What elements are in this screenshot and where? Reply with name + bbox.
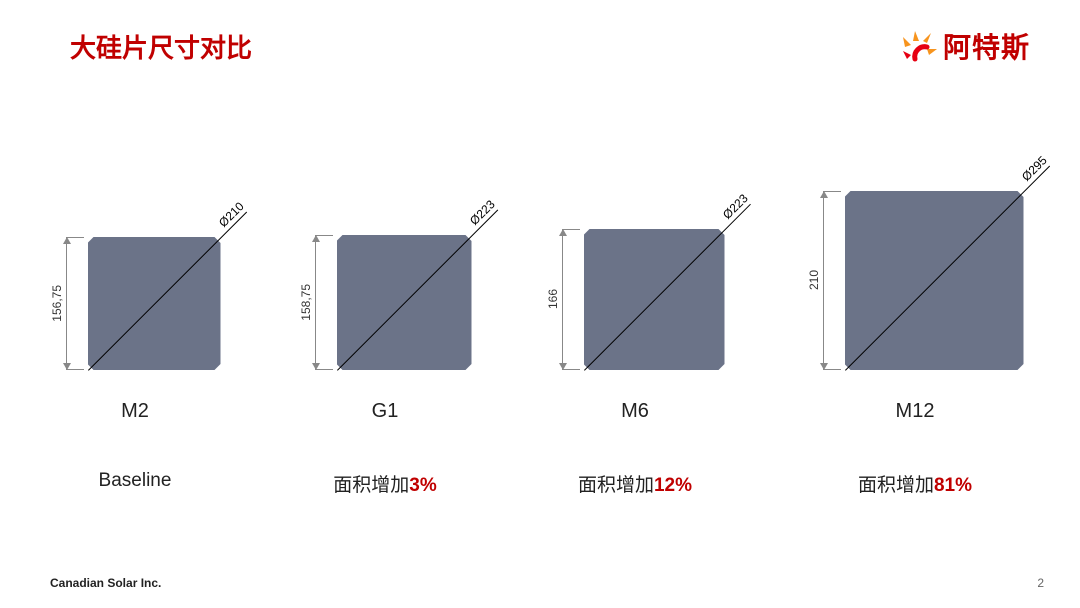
wafer-name-row: M2 G1 M6 M12 xyxy=(0,400,1080,423)
wafer-cell: 166 Ø223 xyxy=(535,229,735,370)
brand-name: 阿特斯 xyxy=(943,26,1030,66)
wafer-shape xyxy=(584,229,725,370)
wafer-name: M12 xyxy=(785,400,1045,423)
area-percent: 81% xyxy=(934,475,972,496)
dimension-vertical: 166 xyxy=(546,229,580,370)
area-prefix: 面积增加 xyxy=(578,475,654,496)
sun-icon xyxy=(901,29,937,63)
diagonal-dimension-label: Ø295 xyxy=(1019,153,1050,184)
wafer-shape xyxy=(88,237,221,370)
side-dimension-label: 210 xyxy=(807,270,821,290)
area-increase-label: Baseline xyxy=(35,470,235,497)
wafer-shape xyxy=(845,191,1024,370)
dimension-bracket xyxy=(66,237,84,370)
wafer-name: M2 xyxy=(35,400,235,423)
wafer-box: Ø210 xyxy=(88,237,221,370)
diagonal-dimension-label: Ø210 xyxy=(216,199,247,230)
wafer-shape xyxy=(337,235,472,370)
diagonal-dimension-label: Ø223 xyxy=(467,197,498,228)
page-number: 2 xyxy=(1037,576,1044,590)
dimension-vertical: 158,75 xyxy=(299,235,333,370)
footer-company: Canadian Solar Inc. xyxy=(50,576,161,590)
page-title: 大硅片尺寸对比 xyxy=(70,28,252,65)
wafer-box: Ø295 xyxy=(845,191,1024,370)
wafer-cell: 158,75 Ø223 xyxy=(285,235,485,370)
wafer-area-row: Baseline面积增加3%面积增加12%面积增加81% xyxy=(0,470,1080,497)
area-increase-label: 面积增加81% xyxy=(785,470,1045,497)
area-prefix: 面积增加 xyxy=(333,475,409,496)
dimension-vertical: 210 xyxy=(807,191,841,370)
slide: 大硅片尺寸对比 阿特斯 156,75 Ø210 158,75 Ø223 166 Ø223 2… xyxy=(0,0,1080,608)
wafer-name: G1 xyxy=(285,400,485,423)
side-dimension-label: 166 xyxy=(546,289,560,309)
brand-logo: 阿特斯 xyxy=(901,26,1030,66)
side-dimension-label: 158,75 xyxy=(299,284,313,321)
area-percent: 3% xyxy=(409,475,436,496)
diagonal-dimension-label: Ø223 xyxy=(720,191,751,222)
dimension-bracket xyxy=(823,191,841,370)
area-prefix: 面积增加 xyxy=(858,475,934,496)
wafer-box: Ø223 xyxy=(584,229,725,370)
side-dimension-label: 156,75 xyxy=(50,285,64,322)
wafer-cell: 156,75 Ø210 xyxy=(35,237,235,370)
wafer-diagram-row: 156,75 Ø210 158,75 Ø223 166 Ø223 210 Ø295 xyxy=(0,110,1080,370)
wafer-name: M6 xyxy=(535,400,735,423)
wafer-box: Ø223 xyxy=(337,235,472,370)
dimension-vertical: 156,75 xyxy=(50,237,84,370)
area-increase-label: 面积增加3% xyxy=(285,470,485,497)
area-percent: 12% xyxy=(654,475,692,496)
wafer-cell: 210 Ø295 xyxy=(785,191,1045,370)
area-increase-label: 面积增加12% xyxy=(535,470,735,497)
dimension-bracket xyxy=(562,229,580,370)
dimension-bracket xyxy=(315,235,333,370)
